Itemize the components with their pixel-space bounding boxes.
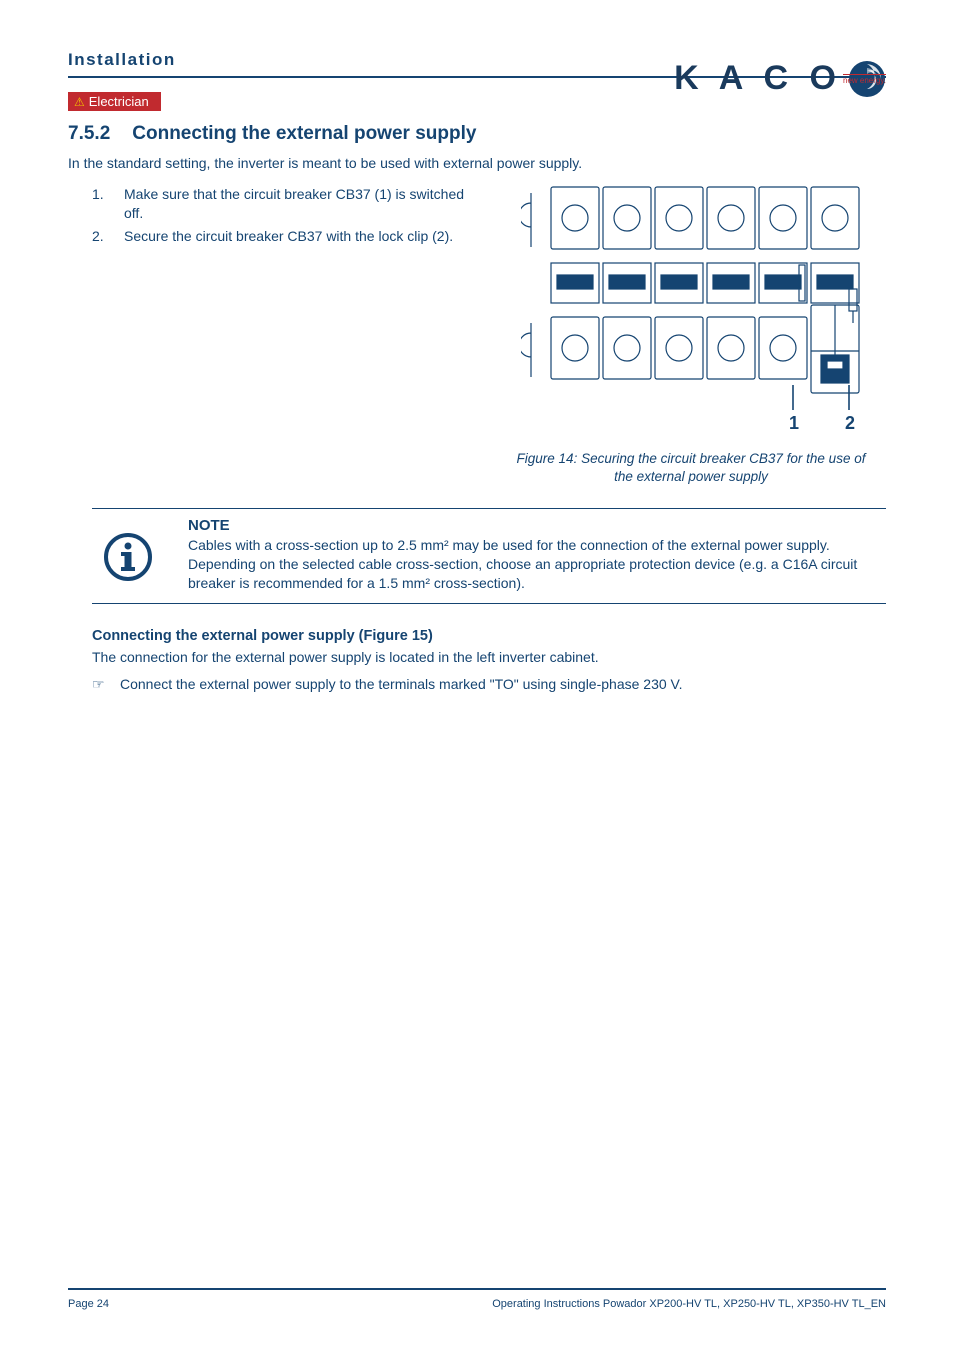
hand-icon: ☞: [92, 676, 108, 693]
bullet-row: ☞ Connect the external power supply to t…: [92, 676, 886, 693]
note-block: NOTE Cables with a cross-section up to 2…: [92, 508, 886, 604]
heading-number: 7.5.2: [68, 123, 110, 145]
footer-left: Page 24: [68, 1298, 109, 1310]
electrician-badge: Electrician: [68, 92, 161, 111]
note-line-1: Cables with a cross-section up to 2.5 mm…: [188, 536, 886, 555]
step-2: 2. Secure the circuit breaker CB37 with …: [92, 227, 472, 246]
intro-text: In the standard setting, the inverter is…: [68, 155, 886, 171]
info-icon: [92, 517, 164, 583]
heading-text: Connecting the external power supply: [132, 123, 476, 145]
section-title: Installation: [68, 50, 176, 70]
step-text: Make sure that the circuit breaker CB37 …: [124, 185, 472, 223]
logo-text: K A C O: [674, 59, 842, 98]
callout-1: 1: [789, 413, 799, 433]
subheading: Connecting the external power supply (Fi…: [92, 628, 886, 644]
figure-caption: Figure 14: Securing the circuit breaker …: [496, 450, 886, 486]
footer: Page 24 Operating Instructions Powador X…: [68, 1288, 886, 1310]
logo-tagline: new energy.: [843, 74, 886, 85]
step-1: 1. Make sure that the circuit breaker CB…: [92, 185, 472, 223]
figure-14: 1 2 Figure 14: Securing the circuit brea…: [496, 185, 886, 486]
step-text: Secure the circuit breaker CB37 with the…: [124, 227, 453, 246]
paragraph: The connection for the external power su…: [92, 648, 886, 668]
note-line-2: Depending on the selected cable cross-se…: [188, 555, 886, 593]
step-num: 1.: [92, 185, 108, 223]
step-num: 2.: [92, 227, 108, 246]
bullet-text: Connect the external power supply to the…: [120, 676, 682, 693]
callout-2: 2: [845, 413, 855, 433]
footer-right: Operating Instructions Powador XP200-HV …: [492, 1298, 886, 1310]
note-title: NOTE: [188, 517, 886, 534]
